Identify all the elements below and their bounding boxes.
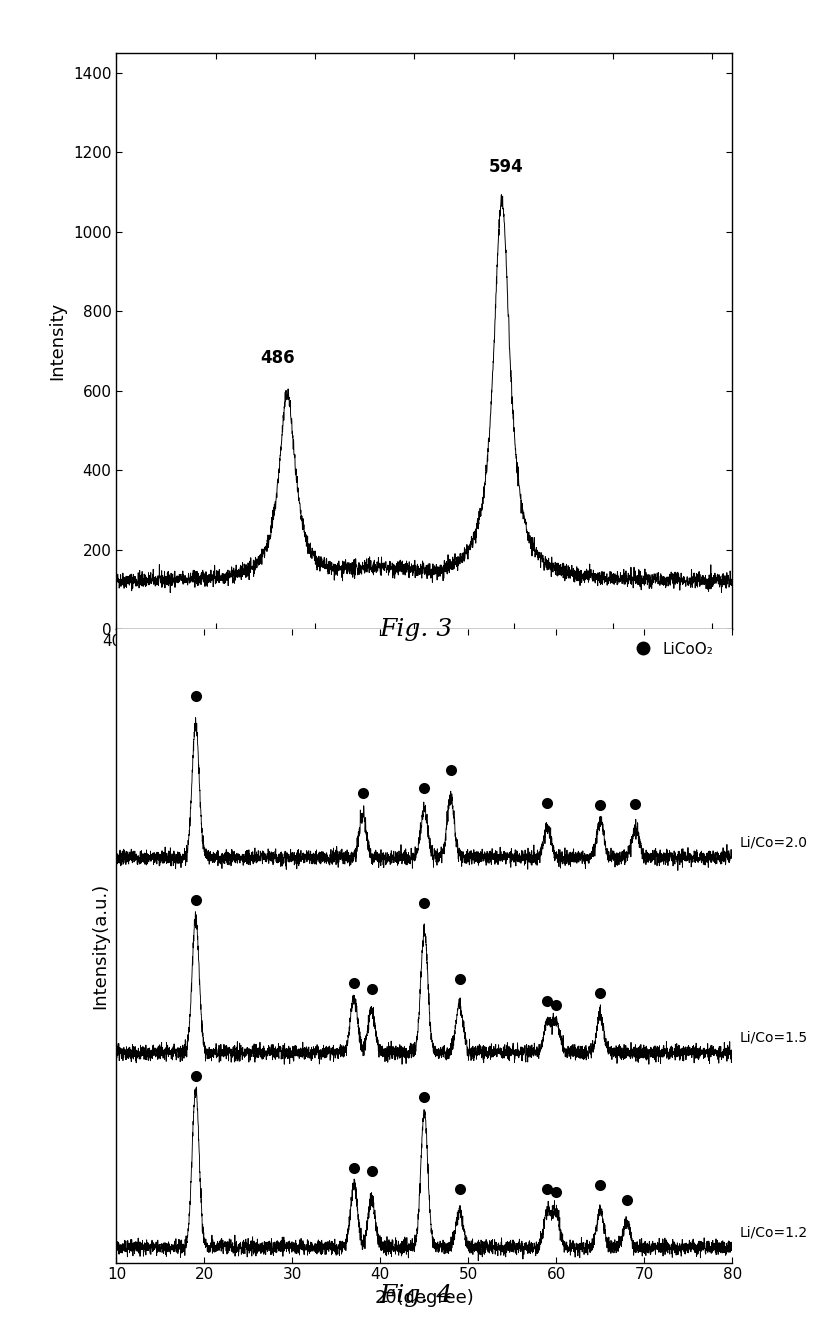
Y-axis label: Intensity: Intensity [48, 302, 67, 380]
Text: Fig. 4: Fig. 4 [379, 1284, 453, 1308]
Text: Fig. 3: Fig. 3 [379, 618, 453, 641]
Text: 486: 486 [260, 350, 295, 367]
X-axis label: 2θ(degree): 2θ(degree) [374, 1289, 474, 1308]
Text: Li/Co=1.2: Li/Co=1.2 [739, 1225, 807, 1239]
Text: 594: 594 [488, 158, 523, 177]
Text: Li/Co=1.5: Li/Co=1.5 [739, 1030, 807, 1045]
X-axis label: Raman shift(cm⁻¹): Raman shift(cm⁻¹) [341, 657, 508, 674]
Y-axis label: Intensity(a.u.): Intensity(a.u.) [92, 882, 110, 1009]
Legend: LiCoO₂: LiCoO₂ [622, 635, 720, 663]
Text: Li/Co=2.0: Li/Co=2.0 [739, 835, 807, 849]
